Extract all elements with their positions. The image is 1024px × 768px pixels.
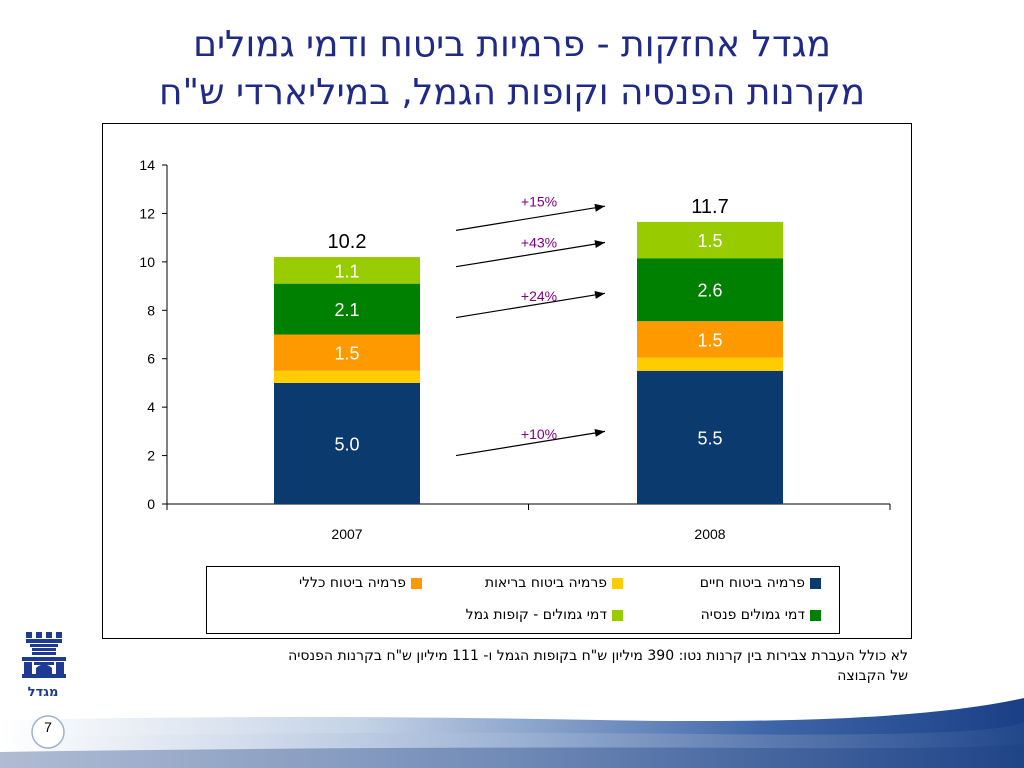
y-tick-label: 0 (147, 496, 155, 512)
growth-arrow (455, 205, 606, 231)
bar-segment (274, 257, 420, 284)
legend-swatch (411, 577, 422, 589)
legend-label: פרמיה ביטוח בריאות (484, 575, 607, 591)
migdal-logo: מגדל (22, 632, 66, 700)
bar-segment (274, 382, 420, 504)
growth-arrowhead (594, 429, 605, 437)
growth-arrowhead (594, 240, 605, 249)
legend-label: פרמיה ביטוח חיים (699, 575, 805, 591)
slide-title-line2: מקרנות הפנסיה וקופות הגמל, במיליארדי ש"ח (158, 72, 866, 113)
footnote-line2: של הקבוצה (837, 668, 908, 684)
data-label: 5.5 (697, 428, 722, 448)
y-tick-label: 2 (147, 448, 155, 464)
footnote-line1: לא כולל העברת צבירות בין קרנות נטו: 390 … (288, 648, 908, 664)
total-label: 11.7 (691, 196, 728, 218)
y-tick-label: 4 (147, 399, 155, 415)
y-tick-label: 14 (139, 157, 155, 173)
bar-segment (637, 370, 783, 504)
legend-swatch (612, 609, 623, 621)
x-tick-label: 2007 (331, 526, 362, 542)
legend-item: פרמיה ביטוח חיים (700, 575, 821, 591)
legend-item: דמי גמולים - קופות גמל (466, 607, 623, 623)
data-label: 2.1 (334, 300, 359, 320)
bar-segment (637, 321, 783, 358)
legend-item: דמי גמולים פנסיה (701, 607, 821, 623)
page-number: 7 (44, 719, 52, 735)
y-tick-label: 10 (139, 254, 155, 270)
data-label: 1.5 (334, 344, 359, 364)
bar-segment (274, 283, 420, 335)
x-tick-label: 2008 (694, 526, 725, 542)
page-number-badge (31, 715, 65, 749)
tower-icon (22, 632, 66, 678)
growth-label: +24% (521, 288, 557, 304)
chart-legend: פרמיה ביטוח חיים פרמיה ביטוח בריאות פרמיה … (206, 566, 840, 634)
chart-frame: 0 2 4 6 8 10 12 14 2007 2008 5.0 1.5 2.1 1.1 10.2 5.5 1.… (102, 123, 912, 639)
data-label: 1.5 (697, 231, 722, 251)
stacked-bar-chart: 0 2 4 6 8 10 12 14 2007 2008 5.0 1.5 2.1 1.1 10.2 5.5 1.… (139, 157, 891, 542)
legend-item: פרמיה ביטוח כללי (299, 575, 422, 591)
y-tick-label: 6 (147, 351, 155, 367)
legend-item: פרמיה ביטוח בריאות (485, 575, 623, 591)
bar-segment (274, 370, 420, 383)
footer-wave (0, 698, 1024, 768)
growth-arrow (455, 241, 606, 268)
legend-label: דמי גמולים פנסיה (700, 607, 805, 623)
growth-arrow (455, 292, 606, 319)
growth-arrowhead (594, 290, 605, 299)
data-label: 1.5 (697, 330, 722, 350)
legend-label: פרמיה ביטוח כללי (298, 575, 406, 591)
bar-segment (637, 357, 783, 371)
legend-label: דמי גמולים - קופות גמל (465, 607, 607, 623)
growth-label: +10% (521, 426, 557, 442)
logo-text: מגדל (28, 685, 59, 700)
data-label: 1.1 (334, 261, 359, 281)
legend-swatch (612, 577, 623, 589)
bar-segment (274, 334, 420, 371)
y-tick-label: 8 (147, 302, 155, 318)
growth-arrow (455, 430, 606, 457)
footnote: לא כולל העברת צבירות בין קרנות נטו: 390 … (110, 646, 908, 686)
legend-swatch (810, 609, 821, 621)
growth-label: +43% (521, 234, 557, 250)
growth-arrowhead (594, 203, 605, 212)
slide-title-line1: מגדל אחזקות - פרמיות ביטוח ודמי גמולים (193, 24, 831, 65)
bar-segment (637, 221, 783, 259)
legend-swatch (810, 577, 821, 589)
data-label: 2.6 (697, 281, 722, 301)
growth-label: +15% (521, 193, 557, 209)
total-label: 10.2 (328, 231, 367, 253)
data-label: 5.0 (334, 434, 359, 454)
bar-segment (637, 258, 783, 322)
y-tick-label: 12 (139, 205, 155, 221)
